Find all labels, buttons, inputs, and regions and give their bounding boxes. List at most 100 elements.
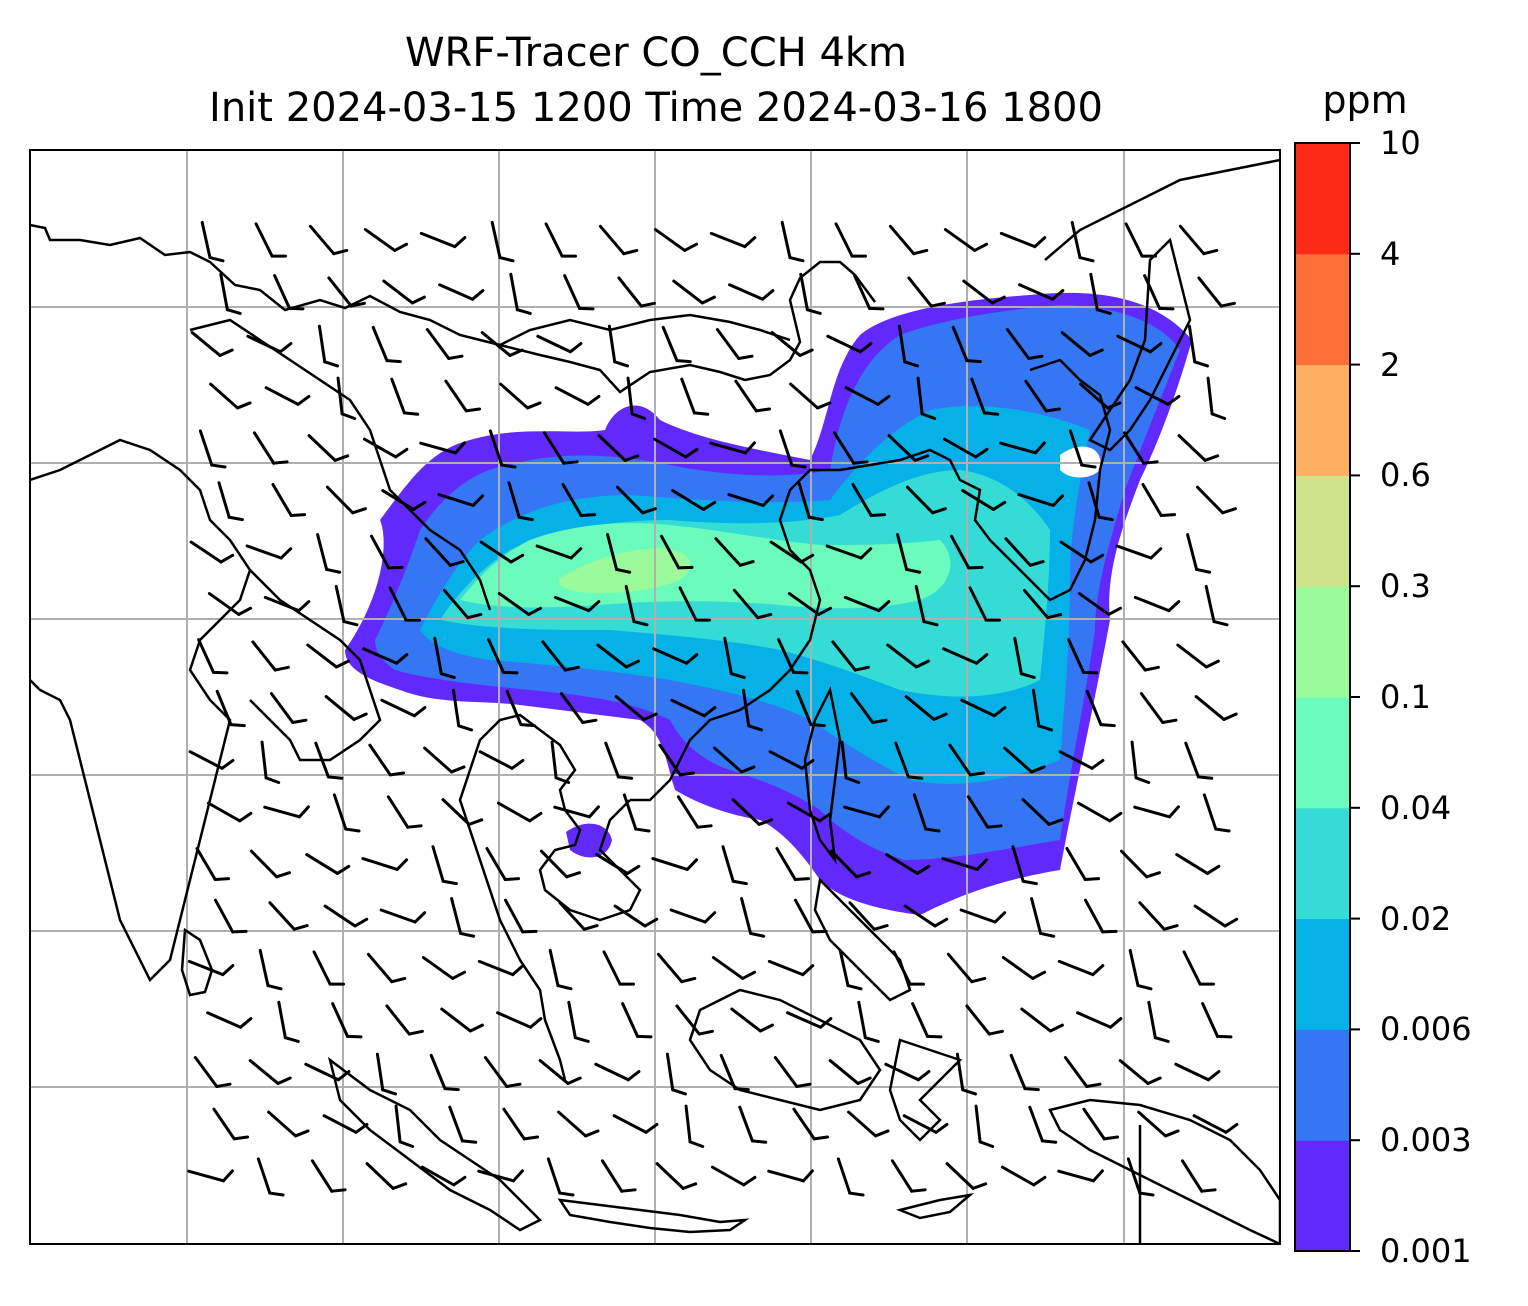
wind-barb bbox=[1175, 853, 1221, 875]
wind-barb bbox=[614, 695, 658, 721]
wind-barb bbox=[968, 586, 1002, 622]
wind-barb bbox=[438, 283, 485, 301]
wind-barb bbox=[535, 544, 583, 560]
wind-barb bbox=[1176, 643, 1220, 669]
wind-barb bbox=[431, 845, 458, 886]
wind-barb bbox=[260, 740, 281, 784]
wind-barb bbox=[488, 429, 517, 469]
wind-barb bbox=[331, 1002, 363, 1039]
wind-barb bbox=[323, 904, 369, 928]
wind-barb bbox=[894, 741, 924, 780]
wind-barb bbox=[248, 1059, 292, 1085]
wind-barb bbox=[624, 584, 649, 627]
wind-barb bbox=[317, 324, 339, 368]
map-subtitle: Init 2024-03-15 1200 Time 2024-03-16 180… bbox=[209, 85, 1103, 131]
wind-barb bbox=[371, 325, 402, 364]
wind-barb bbox=[479, 540, 525, 564]
wind-barb bbox=[483, 1056, 522, 1088]
wind-barb bbox=[361, 857, 409, 871]
wind-barb bbox=[960, 698, 1007, 718]
colorbar-tick-label: 0.006 bbox=[1380, 1010, 1472, 1049]
wind-barb bbox=[503, 898, 538, 934]
wind-barb bbox=[897, 324, 919, 368]
wind-barb bbox=[943, 228, 989, 252]
wind-barb bbox=[961, 489, 1007, 511]
wind-barb bbox=[312, 950, 346, 986]
wind-barb bbox=[558, 901, 599, 931]
wind-barb bbox=[267, 1110, 310, 1138]
wind-barb bbox=[324, 695, 368, 721]
wind-barb bbox=[217, 481, 244, 522]
wind-barb bbox=[1082, 1107, 1120, 1141]
wind-barb bbox=[847, 1110, 890, 1138]
wind-barb bbox=[273, 274, 305, 311]
wind-barb bbox=[1068, 429, 1097, 469]
wind-barb bbox=[999, 231, 1047, 249]
wind-barb bbox=[1143, 274, 1175, 311]
colorbar-segment bbox=[1295, 253, 1350, 366]
wind-barb bbox=[502, 1107, 540, 1141]
colorbar-segment bbox=[1295, 364, 1350, 476]
wind-barb bbox=[394, 1104, 415, 1148]
wind-barb bbox=[965, 1004, 1004, 1036]
wind-barb bbox=[304, 1062, 351, 1082]
wind-barb bbox=[1116, 334, 1163, 354]
wind-barb bbox=[1121, 640, 1160, 672]
wind-barb bbox=[948, 743, 986, 777]
wind-barb bbox=[419, 231, 467, 249]
coast-india bbox=[30, 438, 252, 983]
wind-barb bbox=[563, 274, 595, 311]
wind-barb bbox=[966, 795, 1003, 829]
colorbar bbox=[1294, 142, 1360, 1252]
wind-barb bbox=[914, 584, 939, 627]
wind-barb bbox=[777, 638, 809, 675]
coast-bay-of-bengal bbox=[249, 569, 382, 762]
wind-barb bbox=[314, 741, 344, 780]
wind-barb bbox=[219, 272, 242, 315]
wind-barb bbox=[327, 276, 366, 308]
wind-barb bbox=[786, 801, 833, 823]
wind-barb bbox=[655, 1162, 698, 1190]
wind-barb bbox=[676, 795, 713, 829]
wind-barb bbox=[904, 695, 948, 721]
wind-barb bbox=[538, 1059, 582, 1085]
colorbar-tick-label: 0.02 bbox=[1380, 899, 1452, 938]
wind-barb bbox=[905, 485, 947, 515]
colorbar-tick-label: 0.001 bbox=[1380, 1232, 1472, 1270]
wind-barb bbox=[1011, 845, 1038, 886]
colorbar-segment bbox=[1295, 918, 1350, 1030]
wind-barb bbox=[734, 379, 772, 413]
wind-barb bbox=[888, 224, 929, 256]
wind-barb bbox=[433, 636, 456, 679]
wind-barb bbox=[672, 279, 716, 305]
wind-barb bbox=[382, 279, 426, 305]
wind-barb bbox=[444, 379, 482, 413]
wind-barb bbox=[197, 638, 229, 675]
wind-barb bbox=[602, 950, 636, 986]
wind-barb bbox=[615, 485, 657, 515]
colorbar-segment bbox=[1295, 697, 1350, 809]
wind-barb bbox=[437, 493, 485, 507]
colorbar-segment bbox=[1295, 586, 1350, 698]
wind-barb bbox=[188, 750, 235, 770]
wind-barb bbox=[553, 595, 601, 613]
wind-barb bbox=[1115, 544, 1163, 560]
wind-barb bbox=[598, 224, 639, 256]
wind-barb bbox=[709, 441, 756, 455]
wind-barb bbox=[678, 586, 712, 622]
wind-barb bbox=[1177, 434, 1220, 462]
wind-barb bbox=[799, 272, 822, 315]
wind-barb bbox=[684, 1104, 705, 1148]
wind-barb bbox=[675, 1004, 714, 1036]
wind-barb bbox=[487, 638, 519, 675]
wind-barb bbox=[256, 1157, 285, 1197]
wind-barb bbox=[490, 220, 515, 263]
colorbar-tick-label: 4 bbox=[1380, 234, 1401, 273]
wind-barb bbox=[709, 231, 757, 249]
wind-barb bbox=[652, 437, 699, 459]
wind-barb bbox=[946, 952, 987, 984]
coast-japan-islands bbox=[1088, 237, 1192, 452]
wind-barb bbox=[945, 1162, 988, 1190]
wind-barb bbox=[388, 586, 422, 622]
wind-barb bbox=[1013, 636, 1036, 679]
